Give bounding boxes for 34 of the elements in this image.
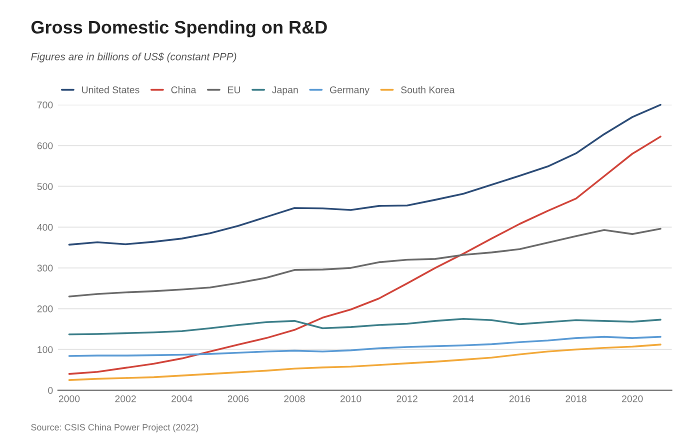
line-series (68, 336, 662, 357)
x-tick-label: 2016 (509, 395, 530, 402)
x-tick-label: 2012 (396, 395, 418, 402)
y-tick-label: 400 (37, 224, 53, 231)
legend-label: South Korea (401, 86, 455, 94)
legend-label: Japan (272, 86, 298, 96)
x-tick-label: 2020 (622, 395, 643, 402)
x-tick-label: 2018 (566, 395, 586, 402)
line-series (68, 318, 662, 336)
line-series (68, 344, 662, 381)
legend-label: China (171, 86, 196, 94)
source-note: Source: CSIS China Power Project (2022) (31, 424, 198, 432)
line-series (68, 104, 662, 246)
x-tick-label: 2014 (453, 395, 474, 402)
x-tick-label: 2010 (340, 395, 362, 402)
x-tick-label: 2002 (115, 395, 136, 402)
y-tick-label: 500 (37, 183, 53, 190)
legend-label: Germany (330, 86, 370, 96)
x-tick-label: 2004 (172, 395, 192, 402)
y-tick-label: 300 (37, 264, 53, 272)
x-tick-label: 2008 (284, 395, 305, 402)
y-tick-label: 700 (37, 102, 53, 108)
y-tick-label: 0 (48, 386, 53, 394)
y-tick-label: 200 (37, 305, 53, 312)
chart-subtitle: Figures are in billions of US$ (constant PPP) (31, 52, 236, 62)
y-tick-label: 100 (38, 346, 53, 354)
line-series (68, 228, 662, 298)
x-tick-label: 2006 (228, 395, 249, 402)
x-tick-label: 2000 (58, 395, 80, 402)
chart-title: Gross Domestic Spending on R&D (31, 20, 327, 38)
legend-label: United States (82, 86, 140, 94)
legend-label: EU (228, 86, 240, 94)
y-tick-label: 600 (37, 142, 53, 150)
line-series (68, 136, 662, 375)
